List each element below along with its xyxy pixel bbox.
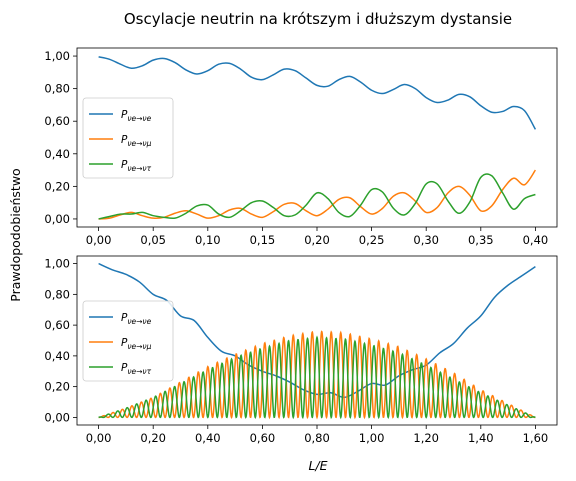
y-tick-label: 0,00 xyxy=(44,212,70,226)
x-tick-label: 0,00 xyxy=(86,233,112,247)
y-tick-label: 1,00 xyxy=(44,257,70,271)
legend-label-etau: Pνe→ντ xyxy=(121,159,152,173)
legend-label-etau: Pνe→ντ xyxy=(121,362,152,376)
legend-label-emu: Pνe→νμ xyxy=(121,134,152,148)
y-tick-label: 0,80 xyxy=(44,82,70,96)
legend-label-ee: Pνe→νe xyxy=(121,109,152,123)
bottom-plot: 0,00 0,20 0,40 0,60 0,80 1,00 1,20 1,40 1,60 0,00… xyxy=(44,255,558,445)
y-tick-label: 0,40 xyxy=(44,349,70,363)
x-tick-label: 0,60 xyxy=(250,431,276,445)
y-tick-label: 0,60 xyxy=(44,114,70,128)
series-line-etau xyxy=(98,335,536,420)
x-tick-label: 0,25 xyxy=(359,233,385,247)
y-tick-label: 0,20 xyxy=(44,380,70,394)
legend-frame xyxy=(82,300,174,382)
legend-frame xyxy=(82,97,174,179)
x-tick-label: 0,10 xyxy=(195,233,221,247)
y-tick-label: 0,40 xyxy=(44,147,70,161)
top-plot: 0,00 0,05 0,10 0,15 0,20 0,25 0,30 0,35 0,40 0,00… xyxy=(44,47,558,247)
y-tick-label: 0,80 xyxy=(44,287,70,301)
x-tick-label: 0,40 xyxy=(195,431,221,445)
legend: Pνe→νe Pνe→νμ Pνe→ντ xyxy=(82,97,174,179)
x-tick-label: 0,80 xyxy=(304,431,330,445)
y-tick-label: 0,20 xyxy=(44,179,70,193)
legend: Pνe→νe Pνe→νμ Pνe→ντ xyxy=(82,300,174,382)
figure-title: Oscylacje neutrin na krótszym i dłuższym… xyxy=(124,10,512,28)
x-tick-label: 0,00 xyxy=(86,431,112,445)
legend-label-emu: Pνe→νμ xyxy=(121,337,152,351)
x-tick-label: 1,00 xyxy=(359,431,385,445)
y-axis-label: Prawdopodobieństwo xyxy=(8,168,23,301)
x-tick-label: 0,30 xyxy=(413,233,439,247)
y-tick-label: 0,60 xyxy=(44,318,70,332)
x-tick-label: 0,20 xyxy=(140,431,166,445)
series-line-emu xyxy=(98,330,536,420)
y-tick-label: 0,00 xyxy=(44,410,70,424)
x-tick-label: 1,40 xyxy=(468,431,494,445)
x-tick-label: 0,05 xyxy=(140,233,166,247)
x-tick-label: 1,20 xyxy=(413,431,439,445)
x-tick-label: 0,40 xyxy=(523,233,549,247)
x-tick-label: 0,15 xyxy=(250,233,276,247)
series-line-ee xyxy=(98,56,537,130)
x-axis-label: L/E xyxy=(308,458,327,473)
y-tick-label: 1,00 xyxy=(44,49,70,63)
x-tick-label: 1,60 xyxy=(523,431,549,445)
series-line-etau xyxy=(98,173,536,220)
x-tick-label: 0,35 xyxy=(468,233,494,247)
legend-label-ee: Pνe→νe xyxy=(121,312,152,326)
series-line-emu xyxy=(98,169,537,220)
x-tick-label: 0,20 xyxy=(304,233,330,247)
